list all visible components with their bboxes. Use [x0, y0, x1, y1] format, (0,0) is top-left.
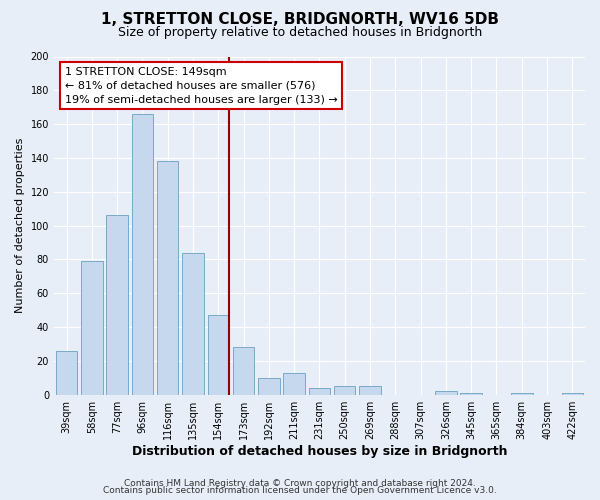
X-axis label: Distribution of detached houses by size in Bridgnorth: Distribution of detached houses by size …	[132, 444, 507, 458]
Text: 1 STRETTON CLOSE: 149sqm
← 81% of detached houses are smaller (576)
19% of semi-: 1 STRETTON CLOSE: 149sqm ← 81% of detach…	[65, 66, 337, 104]
Bar	[56, 350, 77, 395]
Text: Contains HM Land Registry data © Crown copyright and database right 2024.: Contains HM Land Registry data © Crown c…	[124, 478, 476, 488]
Bar	[131, 114, 153, 394]
Bar	[283, 372, 305, 394]
Y-axis label: Number of detached properties: Number of detached properties	[15, 138, 25, 314]
Bar	[208, 315, 229, 394]
Bar	[359, 386, 381, 394]
Bar	[562, 393, 583, 394]
Bar	[258, 378, 280, 394]
Text: Contains public sector information licensed under the Open Government Licence v3: Contains public sector information licen…	[103, 486, 497, 495]
Bar	[106, 216, 128, 394]
Text: Size of property relative to detached houses in Bridgnorth: Size of property relative to detached ho…	[118, 26, 482, 39]
Bar	[511, 393, 533, 394]
Bar	[81, 261, 103, 394]
Bar	[309, 388, 330, 394]
Bar	[233, 348, 254, 395]
Bar	[460, 393, 482, 394]
Bar	[182, 252, 204, 394]
Text: 1, STRETTON CLOSE, BRIDGNORTH, WV16 5DB: 1, STRETTON CLOSE, BRIDGNORTH, WV16 5DB	[101, 12, 499, 28]
Bar	[435, 392, 457, 394]
Bar	[157, 162, 178, 394]
Bar	[334, 386, 355, 394]
